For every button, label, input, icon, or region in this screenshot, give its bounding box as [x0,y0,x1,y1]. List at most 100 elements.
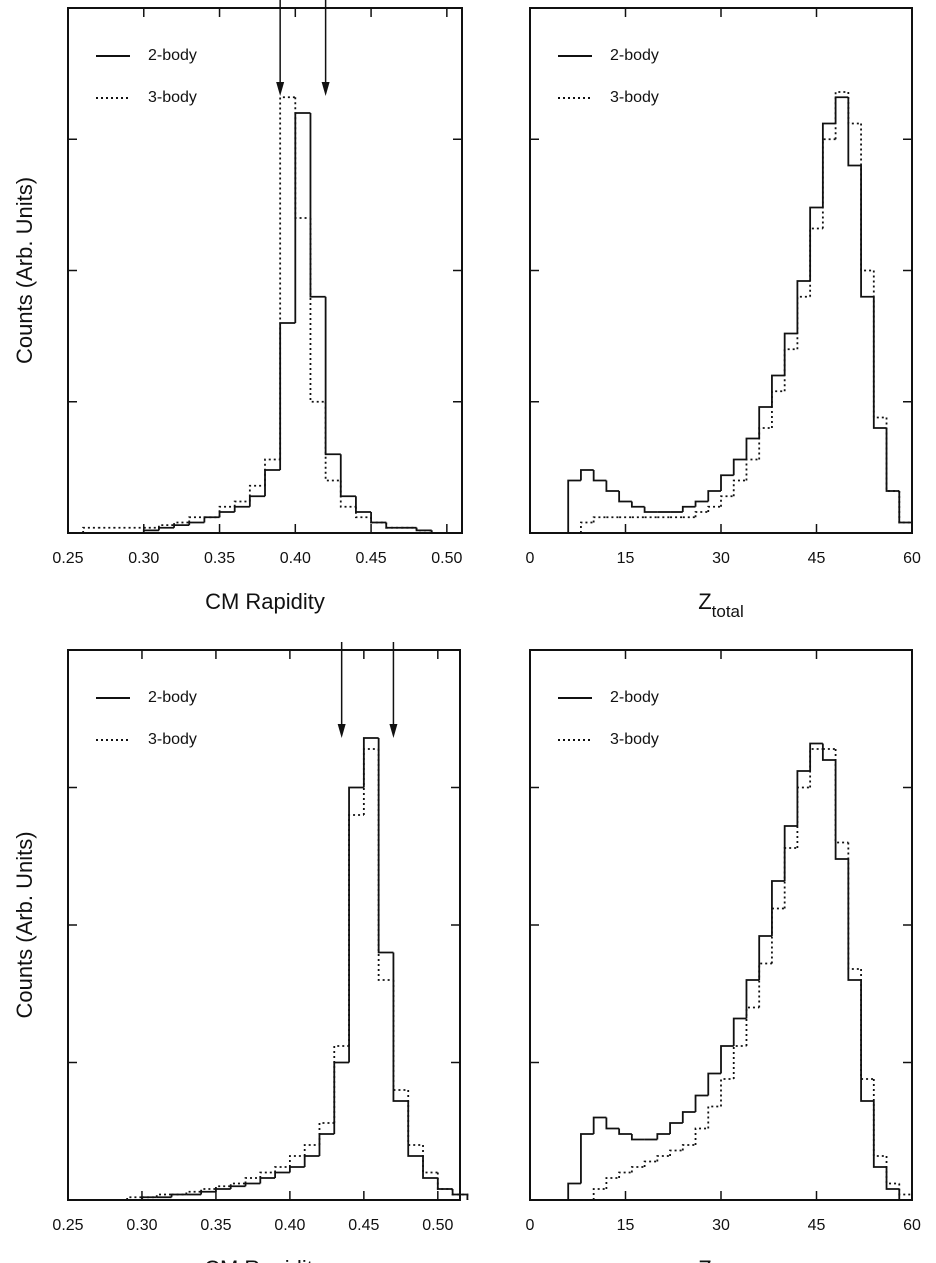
histogram-bin [188,516,205,523]
histogram-bin [580,469,594,481]
histogram-bin [898,1189,912,1201]
histogram-bin [669,1149,683,1156]
histogram-bin [783,348,798,392]
legend-label: 3-body [148,731,197,748]
legend-label: 2-body [148,47,197,64]
histogram-bin [173,521,190,526]
histogram-bin [203,516,220,523]
histogram-bin [370,512,387,524]
histogram-bin [264,458,281,486]
histogram-bin [333,1045,350,1123]
histogram-bin [339,480,356,508]
histogram-bin [185,1190,202,1195]
histogram-bin [707,490,721,502]
histogram-bin [630,501,645,508]
histogram-bin [847,92,862,125]
histogram-bin [745,437,760,460]
histogram-bin [847,842,862,970]
histogram-bin [324,296,341,456]
histogram-bin [248,495,265,507]
histogram-bin [259,1171,276,1178]
histogram-bin [732,1045,747,1079]
x-tick-label: 0.45 [348,1217,379,1234]
legend-label: 2-body [610,47,659,64]
histogram-bin [707,1105,721,1129]
histogram-bin [436,1178,453,1190]
histogram-bin [407,1101,424,1157]
histogram-bin [872,296,887,429]
histogram-bin [348,814,364,1046]
x-tick-label: 0.25 [52,550,83,567]
histogram-bin [872,270,887,419]
histogram-bin [783,847,798,909]
histogram-bin [592,1116,607,1134]
x-tick-label: 30 [712,1217,730,1234]
histogram-bin [605,480,620,492]
histogram-bin [821,743,836,761]
histogram-bin [796,295,811,350]
legend-label: 2-body [610,689,659,706]
histogram-bin [745,458,760,481]
histogram-bin [155,1193,172,1198]
histogram-bin [200,1188,216,1192]
histogram-bin [783,825,798,881]
x-axis-label-main: Z [698,589,711,614]
histogram-bin [158,524,175,528]
histogram-bin [860,165,874,298]
histogram-bin [796,280,811,334]
histogram-bin [422,1156,438,1179]
histogram-bin [720,474,734,491]
histogram-bin [362,748,379,815]
histogram-bin [860,969,874,1080]
histogram-bin [309,113,326,298]
histogram-bin [771,374,785,407]
histogram-bin [605,1177,620,1189]
histogram-bin [885,428,900,492]
histogram-bin [430,530,447,534]
histogram-bin [362,737,379,788]
plot-frame [529,649,913,1201]
x-tick-label: 45 [808,1217,826,1234]
x-tick-label: 60 [903,1217,921,1234]
histogram-bin [158,526,175,531]
histogram-bin [796,770,811,826]
legend-label: 2-body [148,689,197,706]
histogram-bin [215,1188,231,1192]
x-tick-label: 0.40 [280,550,311,567]
histogram-bin [872,1079,887,1157]
histogram-bin [274,1171,290,1178]
histogram-bin [656,1155,671,1162]
histogram-bin [618,1171,632,1178]
histogram-bin [771,390,785,428]
x-tick-label: 15 [617,550,635,567]
x-tick-label: 60 [903,550,921,567]
histogram-bin [681,1111,696,1123]
histogram-bin [333,1061,350,1134]
legend-label: 3-body [610,731,659,748]
x-tick-label: 0.35 [204,550,235,567]
histogram-bin [294,97,311,219]
histogram-bin [643,1160,658,1167]
histogram-bin [170,1193,187,1198]
histogram-bin [324,401,341,482]
histogram-bin [188,521,205,526]
x-tick-label: 0.40 [274,1217,305,1234]
histogram-bin [274,1166,290,1173]
histogram-bin [745,1006,760,1046]
histogram-bin [834,760,849,860]
histogram-bin [392,952,409,1102]
histogram-bin [771,907,785,964]
histogram-bin [370,517,387,524]
histogram-bin [279,96,296,460]
histogram-bin [259,1177,276,1184]
histogram-bin [422,1145,438,1174]
plot-frame [67,649,461,1201]
histogram-bin [885,1167,900,1190]
x-axis-label: Ztotal [698,1256,744,1263]
histogram-bin [732,1017,747,1046]
histogram-bin [809,748,823,788]
histogram-bin [720,495,734,507]
histogram-bin [898,491,913,533]
histogram-bin [605,1117,620,1130]
arrow-head [321,82,330,96]
